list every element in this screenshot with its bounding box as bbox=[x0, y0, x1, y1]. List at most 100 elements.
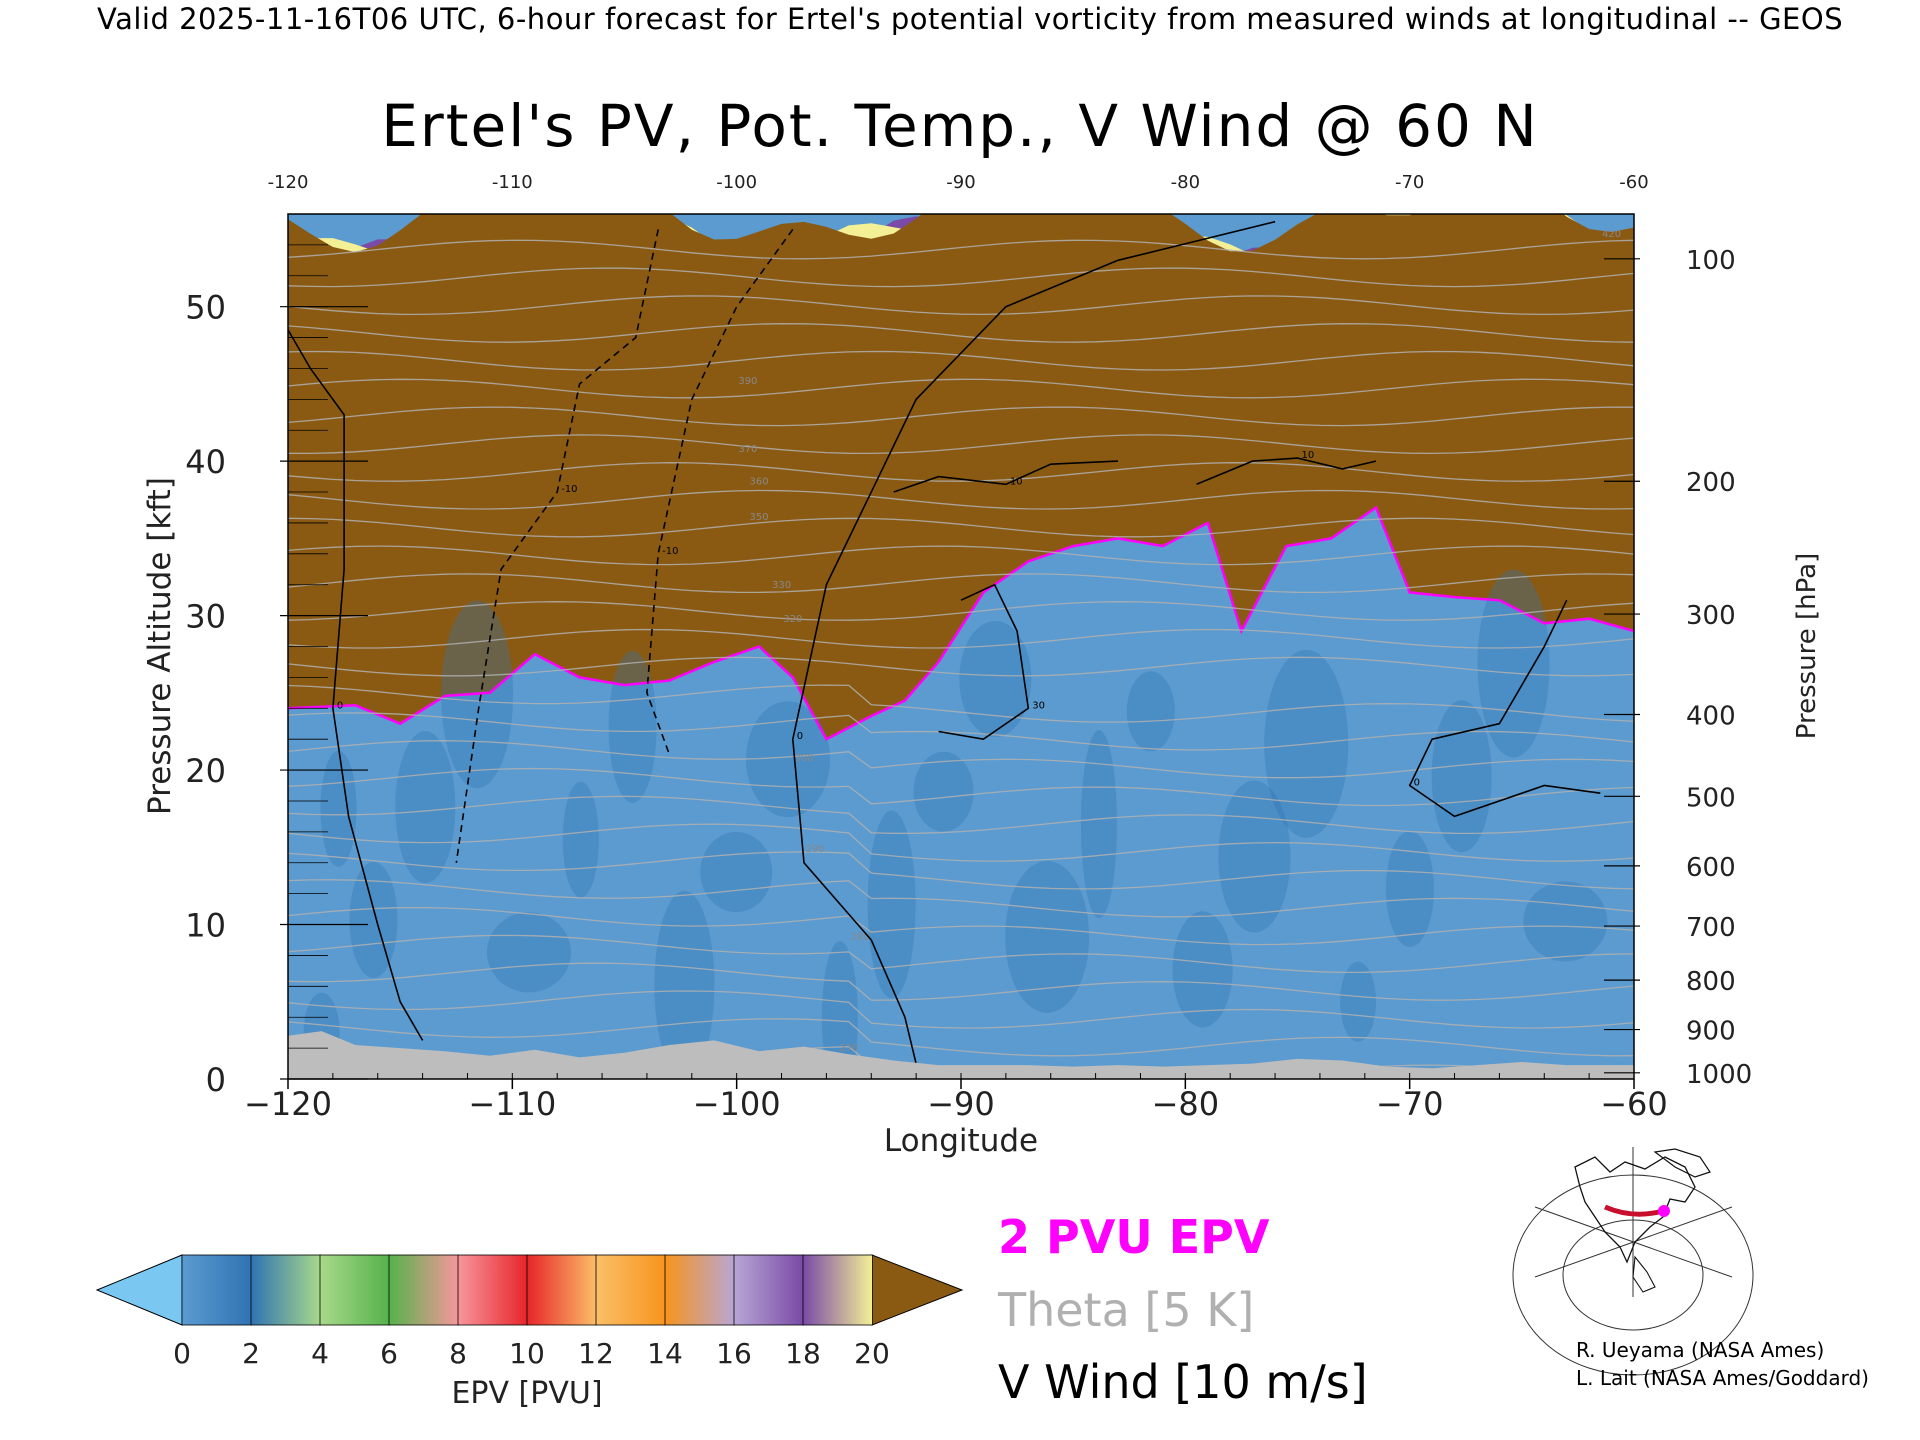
y-tick-label: 10 bbox=[185, 907, 226, 945]
colorbar-segment bbox=[181, 1254, 252, 1326]
theta-label: 280 bbox=[851, 932, 870, 943]
epv-blotch bbox=[1385, 831, 1434, 948]
wind-contour bbox=[938, 583, 1030, 741]
pressure-tick-label: 200 bbox=[1686, 468, 1736, 498]
colorbar-tick-label: 4 bbox=[311, 1337, 329, 1370]
x-tick-label: −100 bbox=[693, 1085, 781, 1123]
colorbar-over-triangle bbox=[871, 1254, 964, 1326]
theta-label: 370 bbox=[738, 444, 757, 455]
pv2-contour bbox=[288, 505, 1634, 741]
epv-blotch bbox=[486, 912, 571, 993]
y-tick-label: 50 bbox=[185, 289, 226, 327]
pressure-tick-label: 900 bbox=[1686, 1017, 1736, 1047]
pressure-tick-label: 400 bbox=[1686, 701, 1736, 731]
wind-contour bbox=[1196, 457, 1377, 486]
x-top-tick-label: -100 bbox=[716, 172, 757, 193]
colorbar-segment bbox=[526, 1254, 597, 1326]
terrain bbox=[288, 1031, 1634, 1079]
theta-contour bbox=[288, 740, 1634, 779]
wind-contour bbox=[455, 229, 659, 863]
x-top-tick-label: -90 bbox=[946, 172, 975, 193]
legend-wind: V Wind [10 m/s] bbox=[998, 1355, 1368, 1409]
wind-contour-label: 10 bbox=[1010, 476, 1023, 487]
wind-contour bbox=[288, 329, 424, 1041]
theta-contour bbox=[288, 406, 1634, 427]
theta-contour bbox=[288, 573, 1634, 594]
theta-contour bbox=[288, 350, 1634, 371]
wind-contour bbox=[646, 228, 794, 755]
x-tick-label: −90 bbox=[927, 1085, 995, 1123]
theta-contour bbox=[288, 656, 1634, 677]
epv-blotch bbox=[562, 781, 599, 898]
x-tick-label: −70 bbox=[1376, 1085, 1444, 1123]
colorbar-tick-label: 6 bbox=[380, 1337, 398, 1370]
theta-label: 420 bbox=[1602, 229, 1621, 240]
credit-line-1: R. Ueyama (NASA Ames) bbox=[1576, 1338, 1825, 1362]
pressure-tick-label: 800 bbox=[1686, 967, 1736, 997]
x-top-tick-label: -60 bbox=[1619, 172, 1648, 193]
y-tick-label: 30 bbox=[185, 598, 226, 636]
theta-contour bbox=[288, 990, 1634, 1029]
theta-contour bbox=[288, 323, 1634, 343]
pressure-tick-label: 600 bbox=[1686, 853, 1736, 883]
location-inset-map bbox=[1512, 1147, 1754, 1376]
theta-contour bbox=[288, 934, 1634, 974]
wind-contour-label: -10 bbox=[662, 546, 678, 557]
colorbar-segment bbox=[802, 1254, 873, 1326]
colorbar-tick-label: 18 bbox=[785, 1337, 821, 1370]
theta-label: 330 bbox=[772, 580, 791, 591]
wind-contour-label: 10 bbox=[1302, 450, 1315, 461]
epv-blotch bbox=[746, 701, 831, 818]
legend-pv2: 2 PVU EPV bbox=[998, 1210, 1270, 1264]
theta-contour bbox=[288, 601, 1634, 621]
theta-label: 320 bbox=[783, 614, 802, 625]
x-top-tick-label: -70 bbox=[1395, 172, 1424, 193]
wind-contour bbox=[791, 220, 1276, 1064]
theta-contour bbox=[288, 489, 1634, 510]
theta-contour bbox=[288, 767, 1634, 807]
colorbar-tick-label: 12 bbox=[578, 1337, 614, 1370]
colorbar-tick-label: 20 bbox=[854, 1337, 890, 1370]
epv-below-2pvu bbox=[288, 507, 1634, 1079]
theta-contour bbox=[288, 434, 1634, 455]
theta-contour bbox=[288, 295, 1634, 316]
legend-theta: Theta [5 K] bbox=[997, 1283, 1254, 1337]
y2-axis-label: Pressure [hPa] bbox=[1792, 553, 1822, 740]
x-tick-label: −120 bbox=[244, 1085, 332, 1123]
epv-blotch bbox=[1340, 961, 1377, 1042]
colorbar-tick-label: 14 bbox=[647, 1337, 683, 1370]
epv-blotch bbox=[1080, 730, 1117, 919]
theta-label: 360 bbox=[750, 476, 769, 487]
contour-legend: 2 PVU EPV Theta [5 K] V Wind [10 m/s] bbox=[997, 1210, 1368, 1409]
colorbar-segment bbox=[664, 1254, 735, 1326]
theta-contour bbox=[288, 795, 1634, 835]
epv-blotch bbox=[1172, 911, 1233, 1028]
epv-blotch bbox=[608, 650, 657, 803]
colorbar-tick-label: 10 bbox=[509, 1337, 545, 1370]
colorbar-tick-label: 0 bbox=[173, 1337, 191, 1370]
colorbar-tick-label: 8 bbox=[449, 1337, 467, 1370]
y-tick-label: 20 bbox=[185, 752, 226, 790]
epv-blotch bbox=[913, 751, 974, 832]
y-axis-label: Pressure Altitude [kft] bbox=[142, 477, 178, 815]
x-top-tick-label: -120 bbox=[268, 172, 309, 193]
theta-contour bbox=[288, 462, 1634, 482]
transect-line bbox=[1604, 1204, 1664, 1217]
forecast-header: Valid 2025-11-16T06 UTC, 6-hour forecast… bbox=[97, 2, 1844, 36]
x-tick-label: −60 bbox=[1600, 1085, 1668, 1123]
x-top-tick-label: -110 bbox=[492, 172, 533, 193]
theta-contour bbox=[288, 628, 1634, 649]
chart-title: Ertel's PV, Pot. Temp., V Wind @ 60 N bbox=[381, 92, 1539, 160]
theta-contour bbox=[288, 879, 1634, 918]
wind-contour-label: -10 bbox=[561, 484, 577, 495]
colorbar-segment bbox=[319, 1254, 390, 1326]
theta-label: 350 bbox=[750, 512, 769, 523]
theta-contour bbox=[288, 851, 1634, 890]
colorbar-segment bbox=[457, 1254, 528, 1326]
theta-contour bbox=[288, 684, 1634, 723]
x-tick-label: −110 bbox=[468, 1085, 556, 1123]
colorbar-segment bbox=[388, 1254, 459, 1326]
pressure-tick-label: 500 bbox=[1686, 783, 1736, 813]
location-marker bbox=[1658, 1205, 1670, 1217]
x-top-tick-label: -80 bbox=[1171, 172, 1200, 193]
